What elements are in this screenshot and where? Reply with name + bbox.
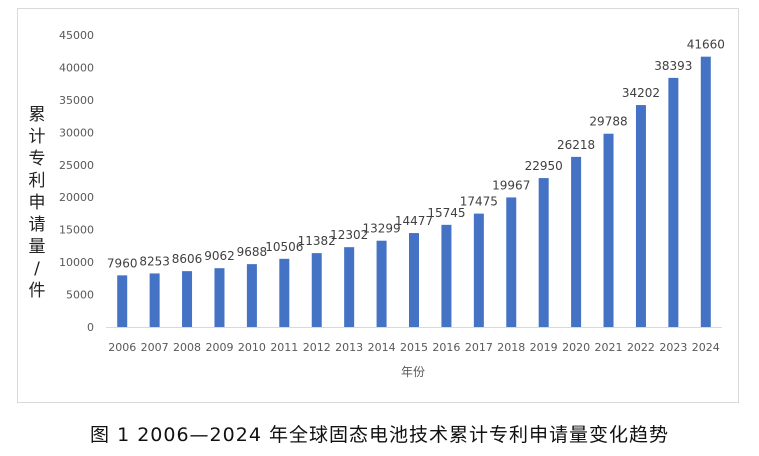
y-axis-title-char: 累 xyxy=(28,105,46,125)
data-label: 12302 xyxy=(330,228,368,242)
x-tick-label: 2020 xyxy=(562,341,590,354)
bar xyxy=(441,224,452,327)
x-tick-label: 2021 xyxy=(595,341,623,354)
bar xyxy=(603,133,614,327)
bar xyxy=(311,253,322,327)
x-tick-label: 2011 xyxy=(270,341,298,354)
figure-caption: 图 1 2006—2024 年全球固态电池技术累计专利申请量变化趋势 xyxy=(90,424,669,446)
data-label: 41660 xyxy=(687,38,725,52)
y-tick-label: 45000 xyxy=(59,29,94,42)
y-axis-title-char: / xyxy=(34,259,40,279)
y-tick-label: 5000 xyxy=(66,289,94,302)
data-label: 14477 xyxy=(395,214,433,228)
x-tick-label: 2007 xyxy=(141,341,169,354)
data-labels-layer: 7960 8253 8606 9062 968810506113821230213299… xyxy=(107,38,725,271)
x-axis-title: 年份 xyxy=(401,365,425,379)
y-tick-label: 35000 xyxy=(59,94,94,107)
x-tick-label: 2017 xyxy=(465,341,493,354)
y-tick-label: 25000 xyxy=(59,159,94,172)
data-label: 38393 xyxy=(654,59,692,73)
y-axis-title-char: 计 xyxy=(28,127,46,147)
bar xyxy=(149,273,160,327)
x-tick-label: 2009 xyxy=(205,341,233,354)
x-tick-label: 2010 xyxy=(238,341,266,354)
bar xyxy=(376,240,387,327)
x-tick-label: 2014 xyxy=(368,341,396,354)
x-tick-label: 2022 xyxy=(627,341,655,354)
y-axis-title: 累计专利申请量 / 件 xyxy=(26,104,48,302)
y-tick-label: 0 xyxy=(87,321,94,334)
y-axis-title-char: 件 xyxy=(28,281,46,301)
data-label: 29788 xyxy=(589,115,627,129)
bar xyxy=(571,156,582,327)
bar xyxy=(344,247,355,327)
axis-layer: 0 5000 10000 15000 20000 25000 30000 35000 40000… xyxy=(59,29,722,354)
data-label: 19967 xyxy=(492,178,530,192)
x-tick-label: 2008 xyxy=(173,341,201,354)
x-tick-label: 2013 xyxy=(335,341,363,354)
data-label: 7960 xyxy=(107,256,138,270)
y-axis-title-char: 专 xyxy=(28,149,46,169)
y-tick-label: 15000 xyxy=(59,224,94,237)
x-tick-label: 2012 xyxy=(303,341,331,354)
data-label: 13299 xyxy=(362,222,400,236)
data-label: 15745 xyxy=(427,206,465,220)
x-tick-label: 2018 xyxy=(497,341,525,354)
data-label: 8253 xyxy=(139,254,170,268)
data-label: 8606 xyxy=(172,252,203,266)
bars-layer xyxy=(117,56,711,328)
bar-chart: 0 5000 10000 15000 20000 25000 30000 35000 40000… xyxy=(59,29,725,379)
x-tick-label: 2006 xyxy=(108,341,136,354)
bar xyxy=(668,77,679,327)
y-axis-title-char: 申 xyxy=(28,193,46,213)
data-label: 9688 xyxy=(237,245,268,259)
bar xyxy=(117,275,128,327)
y-axis-title-char: 请 xyxy=(28,215,46,235)
bar xyxy=(473,213,484,327)
x-tick-label: 2024 xyxy=(692,341,720,354)
y-axis-title-char: 利 xyxy=(28,171,46,191)
x-tick-label: 2019 xyxy=(530,341,558,354)
chart-frame xyxy=(17,8,739,403)
bar xyxy=(538,178,549,327)
bar xyxy=(182,271,193,327)
bar xyxy=(700,56,711,328)
bar xyxy=(214,268,225,327)
data-label: 22950 xyxy=(525,159,563,173)
bar xyxy=(279,258,290,327)
x-tick-label: 2016 xyxy=(432,341,460,354)
data-label: 10506 xyxy=(265,240,303,254)
y-axis-title-char: 量 xyxy=(28,237,46,257)
y-tick-label: 30000 xyxy=(59,126,94,139)
x-tick-label: 2015 xyxy=(400,341,428,354)
data-label: 9062 xyxy=(204,249,235,263)
data-label: 26218 xyxy=(557,138,595,152)
x-tick-label: 2023 xyxy=(659,341,687,354)
data-label: 17475 xyxy=(460,195,498,209)
bar xyxy=(409,233,419,327)
data-label: 11382 xyxy=(298,234,336,248)
bar xyxy=(506,197,517,327)
data-label: 34202 xyxy=(622,86,660,100)
bar xyxy=(635,105,646,328)
bar xyxy=(246,264,257,327)
y-tick-label: 10000 xyxy=(59,256,94,269)
y-tick-label: 20000 xyxy=(59,191,94,204)
y-tick-label: 40000 xyxy=(59,61,94,74)
